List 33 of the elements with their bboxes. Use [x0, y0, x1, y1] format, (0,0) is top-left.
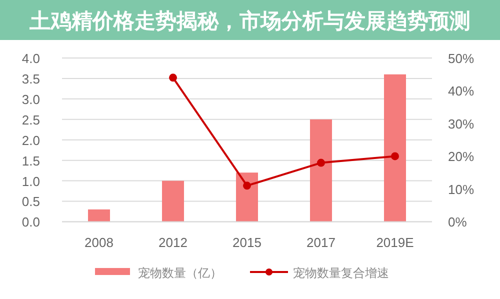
- point: [317, 158, 325, 167]
- x-tick-label: 2008: [84, 235, 114, 250]
- y2-tick-label: 40%: [448, 84, 474, 99]
- chart-title: 土鸡精价格走势揭秘，市场分析与发展趋势预测: [28, 9, 470, 33]
- legend-label: 宠物数量复合增速: [293, 266, 389, 280]
- y-tick-label: 1.0: [22, 174, 40, 189]
- x-tick-label: 2017: [306, 235, 336, 250]
- y-tick-label: 3.0: [22, 92, 40, 107]
- y2-tick-label: 20%: [448, 149, 474, 164]
- point: [243, 182, 251, 190]
- y2-tick-label: 10%: [448, 182, 474, 197]
- x-tick-label: 2019E: [376, 235, 414, 250]
- y-tick-label: 3.5: [22, 71, 40, 86]
- y-tick-label: 4.0: [22, 51, 40, 66]
- x-tick-label: 2012: [158, 235, 188, 250]
- bar: [384, 74, 406, 222]
- y-tick-label: 2.5: [22, 112, 40, 128]
- point: [391, 152, 399, 160]
- y-tick-label: 0.0: [22, 214, 40, 230]
- bar: [310, 119, 332, 222]
- y2-tick-label: 50%: [448, 51, 474, 66]
- y-tick-label: 1.5: [22, 153, 40, 168]
- y2-tick-label: 30%: [448, 116, 474, 132]
- x-tick-label: 2015: [232, 235, 262, 250]
- y-tick-label: 2.0: [22, 132, 40, 148]
- title: 土鸡精价格走势揭秘，市场分析与发展趋势预测: [0, 0, 500, 40]
- y-tick-label: 0.5: [22, 194, 40, 210]
- bar: [88, 209, 110, 222]
- point: [169, 74, 177, 82]
- legend-label: 宠物数量（亿）: [138, 266, 222, 280]
- bar: [162, 180, 184, 222]
- y2-tick-label: 0%: [448, 214, 468, 230]
- bar: [236, 172, 258, 222]
